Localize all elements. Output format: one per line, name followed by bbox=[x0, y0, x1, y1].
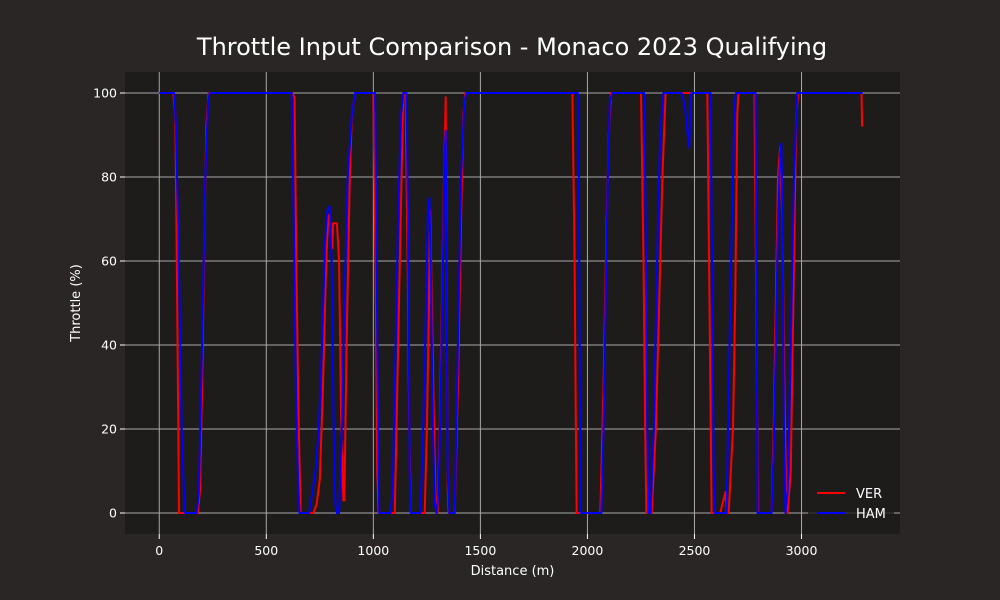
y-tick-label: 40 bbox=[101, 338, 117, 353]
x-tick-label: 500 bbox=[254, 543, 278, 558]
x-tick-label: 3000 bbox=[786, 543, 818, 558]
chart-title: Throttle Input Comparison - Monaco 2023 … bbox=[196, 33, 827, 61]
legend-label-ver: VER bbox=[856, 487, 882, 502]
plot-area bbox=[125, 72, 900, 534]
x-axis-ticks: 0 500 1000 1500 2000 2500 3000 bbox=[155, 534, 817, 558]
legend: VER HAM bbox=[808, 478, 894, 526]
series-line-ham bbox=[159, 92, 863, 514]
x-tick-label: 2500 bbox=[679, 543, 711, 558]
x-tick-label: 1000 bbox=[357, 543, 389, 558]
y-axis-ticks: 0 20 40 60 80 100 bbox=[93, 86, 125, 521]
x-tick-label: 0 bbox=[155, 543, 163, 558]
y-tick-label: 100 bbox=[93, 86, 117, 101]
series-lines bbox=[159, 92, 864, 514]
y-tick-label: 0 bbox=[109, 506, 117, 521]
y-tick-label: 20 bbox=[101, 422, 117, 437]
y-tick-label: 60 bbox=[101, 254, 117, 269]
x-tick-label: 1500 bbox=[464, 543, 496, 558]
x-axis-label: Distance (m) bbox=[471, 564, 555, 579]
legend-label-ham: HAM bbox=[856, 507, 886, 522]
y-tick-label: 80 bbox=[101, 170, 117, 185]
y-axis-label: Throttle (%) bbox=[69, 264, 84, 343]
x-tick-label: 2000 bbox=[572, 543, 604, 558]
